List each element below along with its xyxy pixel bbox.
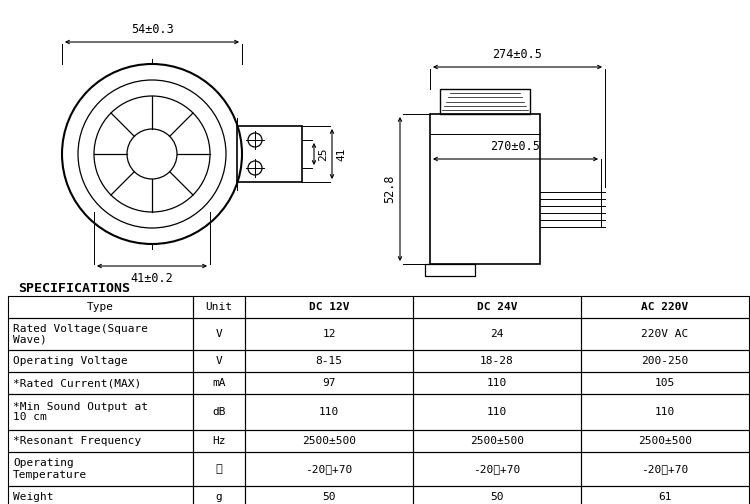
Bar [193, 350, 245, 372]
Text: 110: 110 [655, 407, 675, 417]
Bar [413, 452, 581, 486]
Bar [193, 486, 245, 504]
Text: 50: 50 [490, 492, 504, 502]
Bar [413, 430, 581, 452]
Bar [193, 296, 245, 318]
Text: 25: 25 [318, 147, 328, 161]
Text: 61: 61 [658, 492, 672, 502]
Text: 24: 24 [490, 329, 504, 339]
Bar [193, 430, 245, 452]
Bar [245, 350, 413, 372]
Text: *Min Sound Output at: *Min Sound Output at [13, 402, 148, 411]
Bar [425, 264, 475, 276]
Bar [193, 394, 245, 430]
Bar [581, 318, 749, 350]
Bar [581, 296, 749, 318]
Bar [581, 486, 749, 504]
Text: 200-250: 200-250 [641, 356, 688, 366]
Bar [193, 318, 245, 350]
Bar [245, 486, 413, 504]
Text: -20～+70: -20～+70 [305, 464, 352, 474]
Bar [245, 318, 413, 350]
Text: 52.8: 52.8 [383, 175, 396, 203]
Text: ℃: ℃ [216, 464, 222, 474]
Bar [8, 452, 193, 486]
Text: 97: 97 [322, 378, 336, 388]
Bar [413, 296, 581, 318]
Text: Unit: Unit [206, 302, 232, 312]
Bar [413, 394, 581, 430]
Bar [245, 296, 413, 318]
Bar [245, 430, 413, 452]
Text: 8-15: 8-15 [316, 356, 343, 366]
Bar [413, 318, 581, 350]
Text: 12: 12 [322, 329, 336, 339]
Bar [8, 394, 193, 430]
Bar [8, 296, 193, 318]
Bar [413, 372, 581, 394]
Text: 2500±500: 2500±500 [638, 436, 692, 446]
Bar [8, 318, 193, 350]
Text: 41: 41 [336, 147, 346, 161]
Text: 110: 110 [487, 407, 507, 417]
Text: 2500±500: 2500±500 [302, 436, 356, 446]
Text: 220V AC: 220V AC [641, 329, 688, 339]
Text: Operating Voltage: Operating Voltage [13, 356, 128, 366]
Bar [581, 452, 749, 486]
Text: Temperature: Temperature [13, 470, 87, 479]
Bar [413, 350, 581, 372]
Text: *Rated Current(MAX): *Rated Current(MAX) [13, 378, 141, 388]
Text: g: g [216, 492, 222, 502]
Bar [440, 89, 530, 114]
Text: Operating: Operating [13, 459, 74, 469]
Text: *Resonant Frequency: *Resonant Frequency [13, 436, 141, 446]
Bar [581, 430, 749, 452]
Text: dB: dB [212, 407, 226, 417]
Bar [8, 350, 193, 372]
Bar [193, 452, 245, 486]
Text: 54±0.3: 54±0.3 [130, 23, 173, 36]
Bar [581, 372, 749, 394]
Text: 105: 105 [655, 378, 675, 388]
Text: V: V [216, 356, 222, 366]
Bar [8, 430, 193, 452]
Text: DC 12V: DC 12V [309, 302, 350, 312]
Bar [245, 452, 413, 486]
Bar [193, 372, 245, 394]
Bar [8, 372, 193, 394]
Bar [413, 486, 581, 504]
Text: Type: Type [87, 302, 114, 312]
Text: 50: 50 [322, 492, 336, 502]
Text: SPECIFICATIONS: SPECIFICATIONS [18, 282, 130, 295]
Text: 110: 110 [319, 407, 339, 417]
Text: -20～+70: -20～+70 [473, 464, 520, 474]
Text: 270±0.5: 270±0.5 [490, 140, 541, 153]
Text: 18-28: 18-28 [480, 356, 514, 366]
Text: Wave): Wave) [13, 335, 46, 345]
Text: Rated Voltage(Square: Rated Voltage(Square [13, 324, 148, 334]
Bar [581, 350, 749, 372]
Text: 10 cm: 10 cm [13, 412, 46, 422]
Text: 110: 110 [487, 378, 507, 388]
Bar [8, 486, 193, 504]
Text: Hz: Hz [212, 436, 226, 446]
Text: -20～+70: -20～+70 [641, 464, 688, 474]
Text: 274±0.5: 274±0.5 [493, 48, 542, 61]
Bar [430, 114, 540, 264]
Text: AC 220V: AC 220V [641, 302, 688, 312]
Text: 41±0.2: 41±0.2 [130, 272, 173, 285]
Bar [581, 394, 749, 430]
Bar [237, 126, 302, 182]
Text: Weight: Weight [13, 492, 53, 502]
Text: V: V [216, 329, 222, 339]
Text: 2500±500: 2500±500 [470, 436, 524, 446]
Bar [245, 372, 413, 394]
Bar [245, 394, 413, 430]
Text: mA: mA [212, 378, 226, 388]
Text: DC 24V: DC 24V [477, 302, 518, 312]
